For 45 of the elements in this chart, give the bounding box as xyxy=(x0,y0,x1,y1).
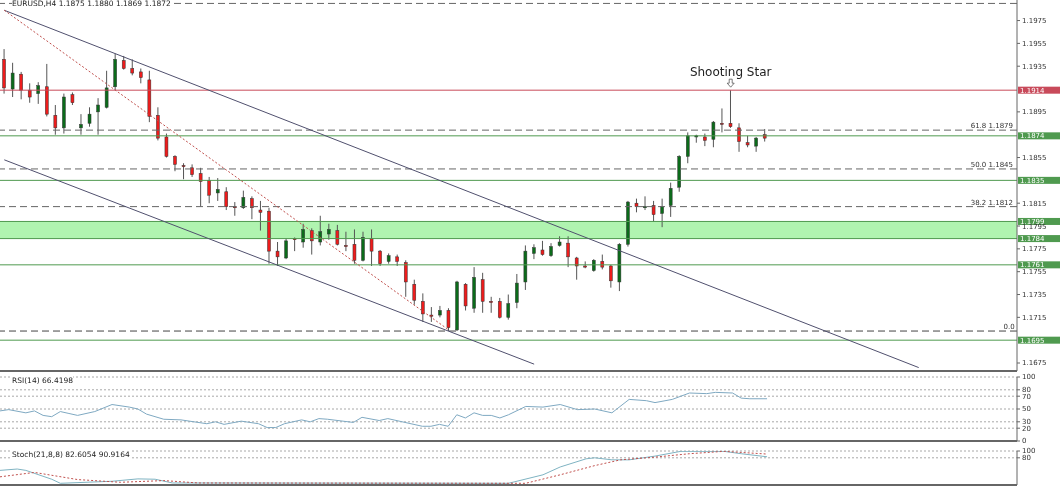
candlestick xyxy=(344,231,348,252)
candlestick xyxy=(643,195,647,211)
candlestick xyxy=(207,176,211,204)
candlestick xyxy=(651,200,656,222)
candlestick xyxy=(27,82,32,104)
candlestick xyxy=(515,273,519,309)
candlestick xyxy=(446,307,451,332)
candlestick xyxy=(164,133,169,159)
candlestick xyxy=(19,71,23,100)
candlestick xyxy=(241,190,246,210)
line-series xyxy=(0,451,768,484)
line-series xyxy=(0,391,768,429)
candlestick xyxy=(104,70,109,109)
candlestick xyxy=(198,167,203,208)
candlestick xyxy=(403,259,408,298)
candlestick xyxy=(53,104,58,136)
candlestick xyxy=(728,89,733,129)
candlestick xyxy=(480,272,485,314)
candlestick xyxy=(686,131,690,164)
candlestick xyxy=(369,228,374,267)
candlestick xyxy=(87,106,92,128)
candlestick xyxy=(275,241,280,267)
candlestick xyxy=(463,282,468,311)
candlestick xyxy=(660,198,664,228)
candlestick xyxy=(668,182,673,218)
candlestick xyxy=(309,227,314,256)
annotation: Shooting Star xyxy=(689,65,772,80)
candlestick xyxy=(318,215,323,246)
candlestick xyxy=(215,177,220,202)
candlestick xyxy=(412,279,417,306)
candlestick xyxy=(79,113,83,136)
candlestick xyxy=(10,62,15,98)
candlestick xyxy=(224,186,229,211)
candlestick xyxy=(566,235,570,268)
candlestick xyxy=(532,243,536,260)
candlestick xyxy=(352,228,357,265)
candlestick xyxy=(720,107,724,133)
candlestick xyxy=(421,292,425,323)
candlestick xyxy=(438,305,442,318)
candlestick xyxy=(703,133,707,147)
candlestick xyxy=(250,195,254,220)
candlestick xyxy=(258,200,263,232)
candlestick xyxy=(96,97,100,136)
candlestick xyxy=(361,231,365,262)
candlestick xyxy=(506,294,511,321)
